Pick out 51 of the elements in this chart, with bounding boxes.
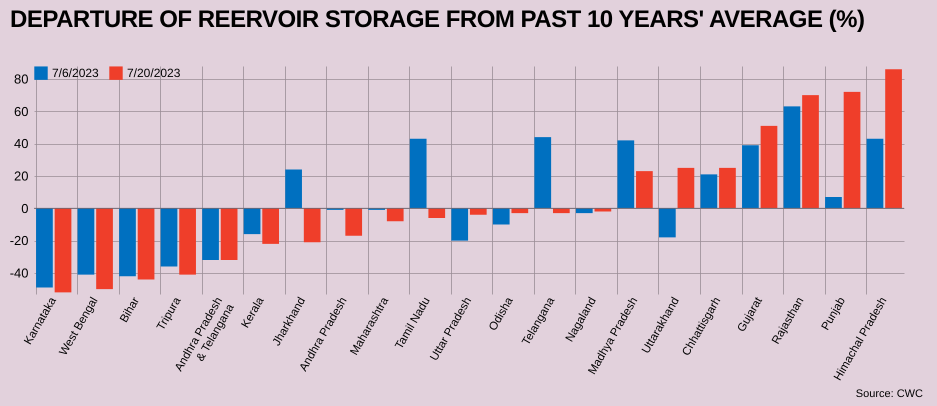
bar bbox=[96, 208, 113, 290]
bar bbox=[119, 208, 136, 276]
bar bbox=[534, 137, 552, 208]
y-tick-label: -20 bbox=[10, 233, 28, 248]
bar bbox=[617, 140, 634, 208]
bar bbox=[636, 171, 653, 208]
bar bbox=[760, 126, 778, 208]
bar bbox=[54, 208, 72, 292]
bar bbox=[160, 208, 178, 267]
bar bbox=[220, 208, 238, 260]
bar bbox=[844, 92, 860, 208]
bar bbox=[802, 95, 819, 208]
bar bbox=[719, 168, 736, 208]
bar bbox=[866, 138, 884, 208]
y-tick-label: 0 bbox=[21, 200, 28, 216]
legend-label: 7/6/2023 bbox=[52, 66, 100, 80]
bar bbox=[678, 168, 694, 208]
bar bbox=[576, 208, 593, 214]
bar bbox=[885, 69, 902, 208]
bar bbox=[552, 208, 570, 214]
bar bbox=[179, 208, 196, 275]
bar bbox=[700, 174, 718, 208]
bar bbox=[511, 208, 528, 214]
bar bbox=[36, 208, 53, 288]
y-tick-label: 40 bbox=[14, 136, 28, 152]
bar bbox=[202, 208, 219, 260]
bar bbox=[784, 106, 800, 208]
bar bbox=[345, 208, 362, 236]
y-tick-label: 80 bbox=[14, 71, 28, 86]
bar bbox=[78, 208, 94, 275]
bar bbox=[492, 208, 510, 224]
y-tick-label: 20 bbox=[14, 168, 28, 184]
bar bbox=[285, 169, 302, 208]
chart-title: DEPARTURE OF REERVOIR STORAGE FROM PAST 10 YEARS' AVERAGE (%) bbox=[10, 6, 864, 34]
bar bbox=[470, 208, 487, 215]
bar bbox=[451, 208, 468, 241]
bar bbox=[742, 145, 759, 208]
bar bbox=[386, 208, 404, 222]
bar bbox=[138, 208, 154, 280]
bar bbox=[410, 138, 427, 208]
bar bbox=[428, 208, 446, 218]
bar bbox=[825, 196, 842, 208]
y-tick-label: 60 bbox=[14, 104, 28, 119]
bar bbox=[244, 208, 260, 234]
legend-label: 7/20/2023 bbox=[127, 66, 181, 80]
bar bbox=[658, 208, 676, 238]
bar bbox=[594, 208, 612, 212]
bar bbox=[304, 208, 321, 242]
bar bbox=[262, 208, 280, 244]
source-note: Source: CWC bbox=[856, 388, 923, 400]
y-tick-label: -40 bbox=[10, 265, 28, 280]
